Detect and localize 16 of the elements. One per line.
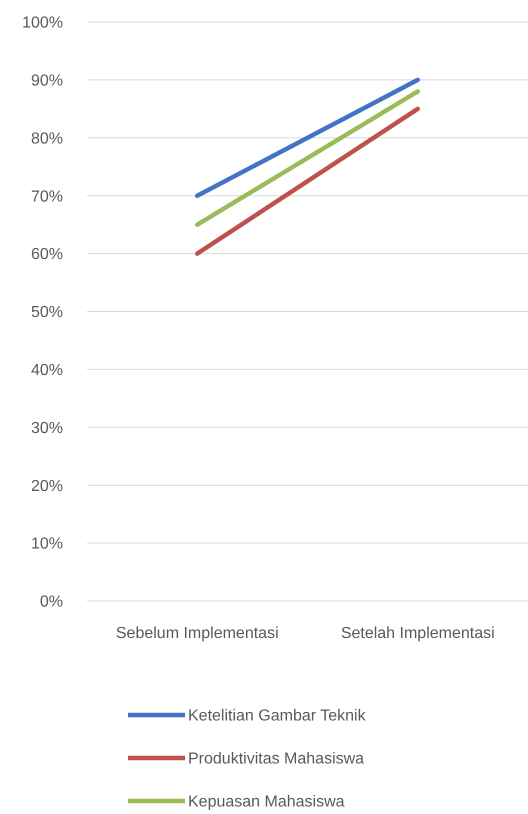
y-tick-label: 30% (30, 420, 63, 437)
y-tick-label: 60% (30, 246, 63, 264)
legend-label: Ketelitian Gambar Teknik (188, 708, 367, 725)
y-tick-label: 50% (30, 304, 63, 322)
y-tick-label: 0% (40, 594, 63, 611)
x-tick-label: Setelah Implementasi (340, 625, 495, 642)
y-tick-label: 100% (22, 14, 63, 32)
y-tick-label: 20% (30, 478, 63, 495)
y-tick-label: 10% (30, 536, 63, 553)
y-tick-label: 40% (30, 362, 63, 379)
y-tick-label: 70% (30, 188, 63, 206)
legend-label: Produktivitas Mahasiswa (188, 750, 364, 768)
y-tick-label: 90% (30, 72, 63, 90)
legend-label: Kepuasan Mahasiswa (188, 794, 345, 811)
x-tick-label: Sebelum Implementasi (116, 625, 279, 642)
y-tick-label: 80% (30, 130, 63, 148)
